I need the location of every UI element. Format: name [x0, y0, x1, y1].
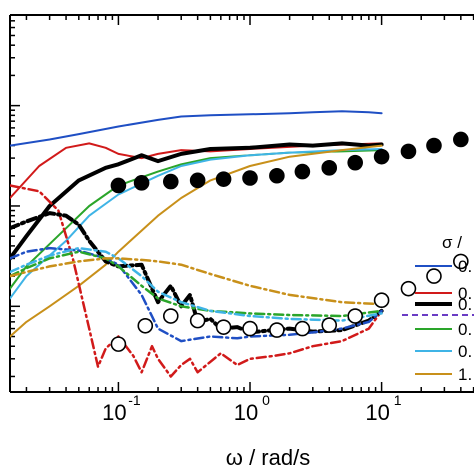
- legend-entry-label: 0.: [458, 295, 472, 314]
- series-line-5: [10, 144, 383, 338]
- x-tick-exponent: 0: [262, 392, 270, 408]
- legend-entry-label: 0.: [458, 257, 472, 276]
- filled-marker: [189, 172, 206, 189]
- open-marker: [269, 322, 285, 338]
- x-tick-label: 10: [102, 400, 126, 425]
- series-line-6: [10, 184, 383, 378]
- open-marker: [400, 280, 417, 297]
- x-tick-label: 10: [234, 400, 258, 425]
- open-marker: [189, 312, 206, 329]
- filled-marker: [426, 137, 442, 154]
- series-line-9: [10, 250, 383, 318]
- open-marker: [137, 317, 154, 334]
- filled-marker: [294, 163, 311, 180]
- x-tick-exponent: 1: [394, 392, 402, 408]
- open-marker: [373, 292, 390, 309]
- series-line-4: [10, 148, 383, 300]
- filled-marker: [373, 148, 390, 165]
- series-line-2: [10, 141, 384, 261]
- open-marker: [321, 317, 338, 333]
- series-line-7: [10, 211, 384, 335]
- x-axis-label: ω / rad/s: [226, 445, 310, 470]
- legend-entry-label: 0.: [458, 284, 472, 303]
- legend-entry-label: 1.: [458, 365, 472, 384]
- filled-marker: [110, 177, 127, 194]
- series-layer: [10, 110, 384, 378]
- filled-marker: [215, 171, 232, 187]
- open-marker: [215, 319, 232, 335]
- filled-marker: [162, 173, 179, 190]
- filled-marker: [400, 143, 417, 160]
- series-line-11: [10, 257, 383, 306]
- legend-title: σ /: [442, 233, 462, 252]
- x-tick-exponent: -1: [128, 392, 141, 408]
- filled-marker: [347, 154, 363, 171]
- filled-marker: [269, 167, 285, 184]
- series-line-10: [10, 246, 383, 322]
- axes: [9, 14, 474, 393]
- series-line-0: [10, 110, 383, 147]
- legend-entry-label: 0.: [458, 342, 472, 361]
- marker-layer: [110, 131, 469, 352]
- legend: σ /0.0.0.0.0.1.: [402, 233, 474, 384]
- filled-marker: [133, 175, 150, 191]
- open-marker: [242, 320, 258, 337]
- open-marker: [453, 253, 469, 270]
- legend-entry-label: 0.: [458, 320, 472, 339]
- open-marker: [347, 308, 363, 324]
- filled-marker: [242, 170, 258, 186]
- open-marker: [426, 268, 442, 284]
- open-marker: [294, 320, 311, 337]
- open-marker: [162, 308, 179, 324]
- open-marker: [110, 336, 127, 352]
- filled-marker: [321, 160, 338, 176]
- x-tick-label: 10: [365, 400, 389, 425]
- filled-marker: [453, 131, 469, 148]
- x-tick-labels: 10 -1 10 0 10 1: [102, 392, 402, 425]
